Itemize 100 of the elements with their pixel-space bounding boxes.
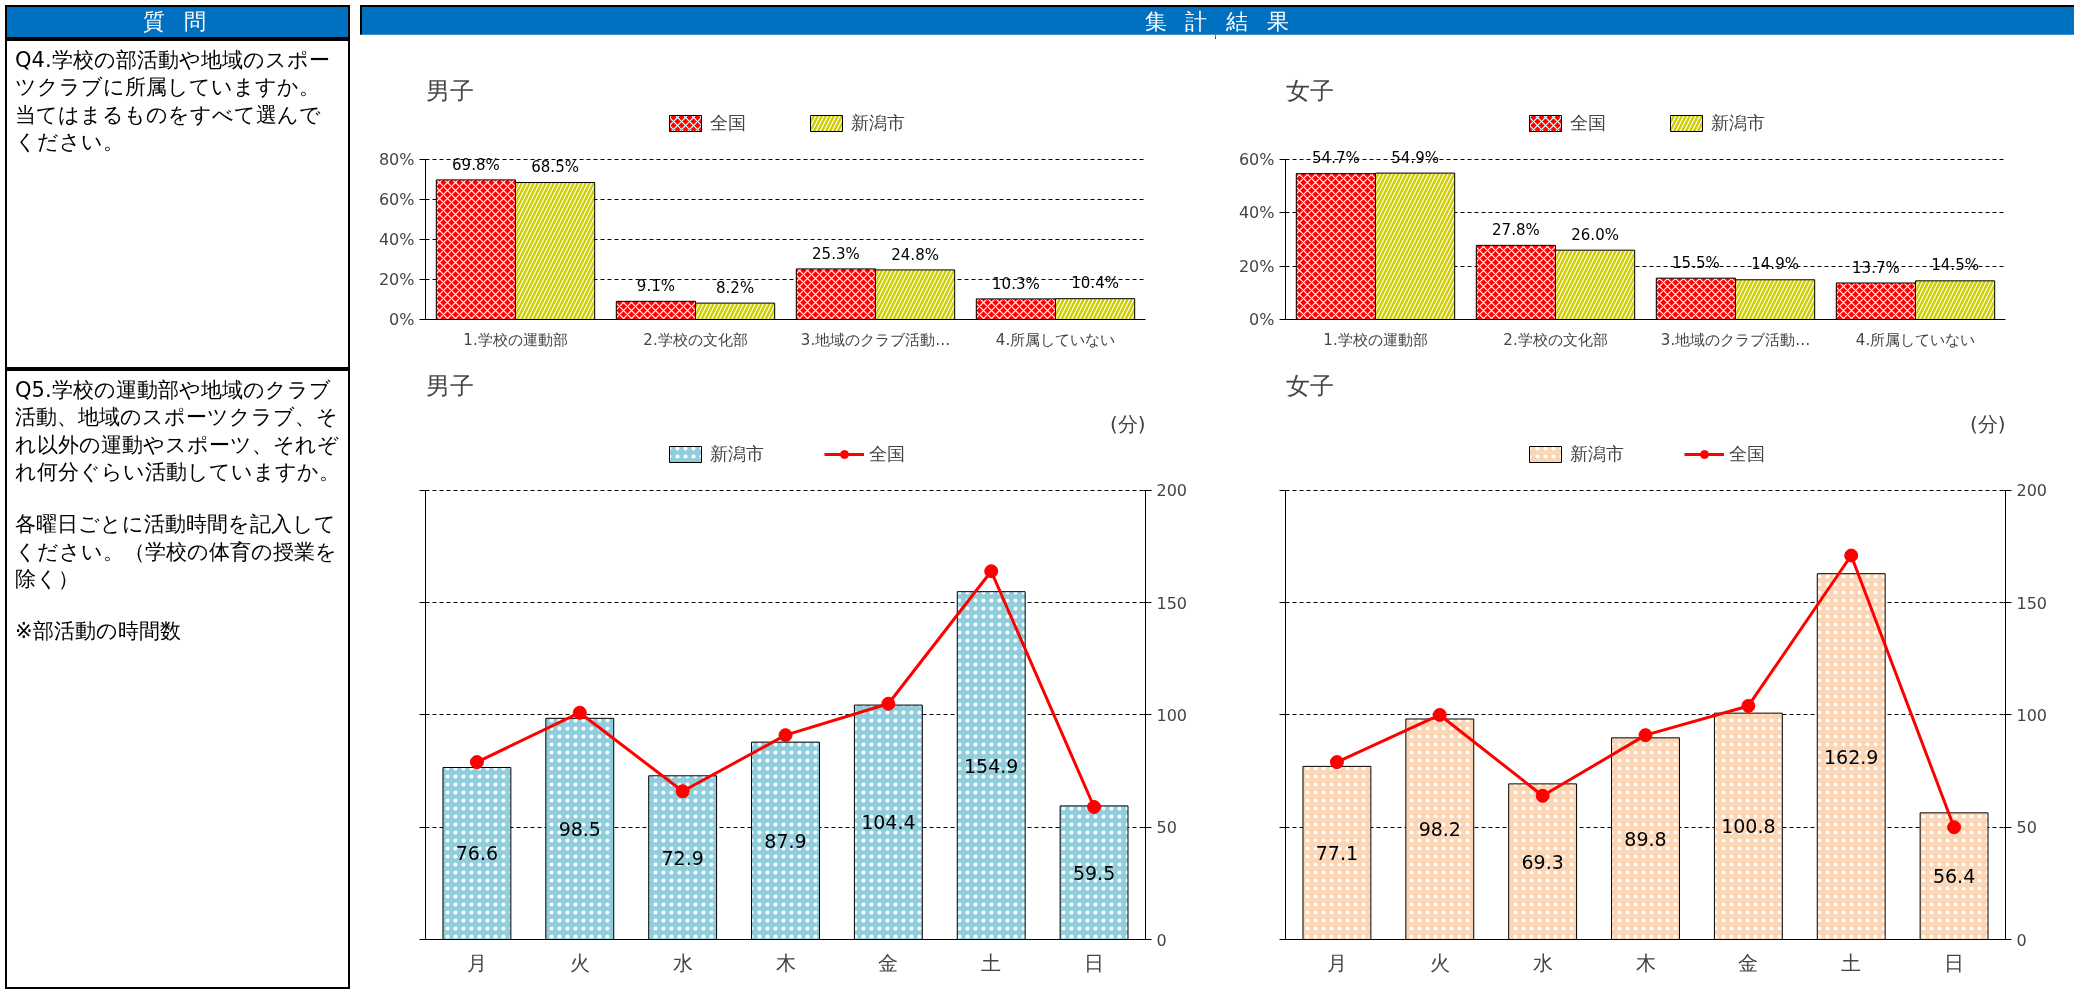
legend-label: 全国 bbox=[1729, 442, 1765, 466]
x-tick-label: 金 bbox=[878, 950, 899, 975]
data-label: 77.1 bbox=[1315, 841, 1359, 864]
data-label: 69.8% bbox=[452, 155, 500, 174]
point bbox=[1844, 548, 1859, 563]
data-label: 154.9 bbox=[964, 754, 1019, 777]
text: Q4.学校の部活動や地域のスポーツクラブに所属していますか。当てはまるものをすべて選んでください。 bbox=[15, 47, 331, 156]
text: 各曜日ごとに活動時間を記入してください。（学校の体育の授業を除く） bbox=[15, 511, 338, 593]
y-tick-label: 0% bbox=[389, 310, 415, 329]
y2-tick-label: 50 bbox=[1156, 818, 1177, 838]
y-tick-label: 80% bbox=[378, 150, 415, 169]
x-tick-label: 4.所属していない bbox=[995, 330, 1116, 349]
y2-tick-label: 200 bbox=[1156, 481, 1188, 501]
point bbox=[1741, 698, 1756, 713]
legend-label: 新潟市 bbox=[710, 442, 764, 466]
legend-label: 全国 bbox=[869, 442, 905, 466]
y2-tick-label: 0 bbox=[1156, 930, 1167, 950]
legend-label: 全国 bbox=[1570, 111, 1606, 135]
data-label: 100.8 bbox=[1721, 815, 1776, 838]
data-label: 54.9% bbox=[1391, 148, 1439, 167]
point bbox=[572, 705, 587, 720]
data-label: 8.2% bbox=[716, 278, 755, 297]
x-tick-label: 水 bbox=[672, 950, 693, 975]
chart-title: 男子 bbox=[425, 371, 474, 400]
y-tick-label: 20% bbox=[1238, 256, 1275, 276]
y-tick-label: 60% bbox=[1238, 150, 1275, 169]
x-tick-label: 4.所属していない bbox=[1855, 330, 1976, 349]
data-label: 14.5% bbox=[1931, 256, 1979, 275]
point bbox=[1638, 728, 1653, 743]
x-tick-label: 火 bbox=[569, 950, 590, 975]
data-label: 69.3 bbox=[1521, 850, 1564, 873]
data-label: 72.9 bbox=[661, 846, 704, 869]
data-label: 56.4 bbox=[1932, 865, 1976, 888]
data-label: 98.2 bbox=[1418, 818, 1461, 841]
y2-tick-label: 0 bbox=[2016, 930, 2027, 950]
x-tick-label: 1.学校の運動部 bbox=[463, 330, 568, 349]
y2-tick-label: 200 bbox=[2016, 481, 2048, 501]
data-label: 104.4 bbox=[861, 811, 916, 834]
point bbox=[1087, 800, 1102, 814]
data-label: 10.3% bbox=[992, 274, 1040, 293]
y2-tick-label: 100 bbox=[1156, 705, 1188, 725]
data-label: 26.0% bbox=[1571, 225, 1619, 244]
point bbox=[1947, 820, 1962, 835]
y2-axis-title: (分) bbox=[1969, 411, 2006, 436]
y-tick-label: 0% bbox=[1249, 310, 1275, 329]
point bbox=[1329, 755, 1344, 770]
x-tick-label: 月 bbox=[1326, 950, 1347, 975]
y2-axis-title: (分) bbox=[1109, 411, 1146, 436]
y2-tick-label: 50 bbox=[2016, 818, 2037, 838]
data-label: 14.9% bbox=[1751, 255, 1799, 274]
text: 集 計 結 果 bbox=[1144, 8, 1296, 36]
data-label: 59.5 bbox=[1072, 861, 1116, 884]
x-tick-label: 月 bbox=[466, 950, 487, 975]
data-label: 162.9 bbox=[1824, 745, 1879, 768]
x-tick-label: 日 bbox=[1084, 950, 1105, 975]
x-tick-label: 木 bbox=[1635, 950, 1656, 975]
x-tick-label: 3.地域のクラブ活動… bbox=[1660, 330, 1811, 349]
data-label: 54.7% bbox=[1312, 149, 1360, 168]
y-tick-label: 60% bbox=[378, 190, 415, 209]
data-label: 10.4% bbox=[1071, 274, 1119, 293]
legend-label: 全国 bbox=[710, 111, 746, 135]
data-label: 27.8% bbox=[1492, 220, 1540, 239]
point bbox=[675, 784, 690, 799]
data-label: 87.9 bbox=[764, 829, 807, 852]
x-tick-label: 水 bbox=[1532, 950, 1553, 975]
x-tick-label: 3.地域のクラブ活動… bbox=[800, 330, 951, 349]
x-tick-label: 金 bbox=[1738, 950, 1759, 975]
chart-title: 女子 bbox=[1285, 76, 1334, 105]
x-tick-label: 1.学校の運動部 bbox=[1323, 330, 1428, 349]
data-label: 9.1% bbox=[636, 276, 675, 295]
x-tick-label: 日 bbox=[1944, 950, 1965, 975]
point bbox=[1432, 707, 1447, 722]
point bbox=[881, 696, 896, 711]
y2-tick-label: 150 bbox=[1156, 593, 1188, 613]
x-tick-label: 2.学校の文化部 bbox=[1503, 330, 1608, 349]
data-label: 68.5% bbox=[531, 158, 579, 177]
x-tick-label: 2.学校の文化部 bbox=[643, 330, 748, 349]
y-tick-label: 20% bbox=[378, 270, 415, 289]
point bbox=[778, 728, 793, 743]
text: Q5.学校の運動部や地域のクラブ活動、地域のスポーツクラブ、それ以外の運動やスポーツ、それぞれ何分ぐらい活動していますか。 bbox=[15, 377, 340, 486]
chart-title: 女子 bbox=[1285, 371, 1334, 400]
data-label: 89.8 bbox=[1624, 827, 1667, 850]
data-label: 98.5 bbox=[558, 817, 601, 840]
data-label: 24.8% bbox=[891, 245, 939, 264]
data-label: 15.5% bbox=[1672, 253, 1720, 272]
data-label: 25.3% bbox=[812, 244, 860, 263]
point bbox=[469, 755, 484, 770]
x-tick-label: 土 bbox=[1841, 950, 1862, 975]
x-tick-label: 土 bbox=[981, 950, 1002, 975]
legend-label: 新潟市 bbox=[1711, 111, 1765, 135]
data-label: 13.7% bbox=[1852, 258, 1900, 277]
legend-label: 新潟市 bbox=[1570, 442, 1624, 466]
text: 質 問 bbox=[143, 8, 212, 36]
point bbox=[984, 564, 999, 579]
y2-tick-label: 100 bbox=[2016, 705, 2048, 725]
y-tick-label: 40% bbox=[1238, 203, 1275, 223]
x-tick-label: 火 bbox=[1429, 950, 1450, 975]
text: ※部活動の時間数 bbox=[15, 618, 182, 646]
x-tick-label: 木 bbox=[775, 950, 796, 975]
data-label: 76.6 bbox=[455, 842, 499, 865]
